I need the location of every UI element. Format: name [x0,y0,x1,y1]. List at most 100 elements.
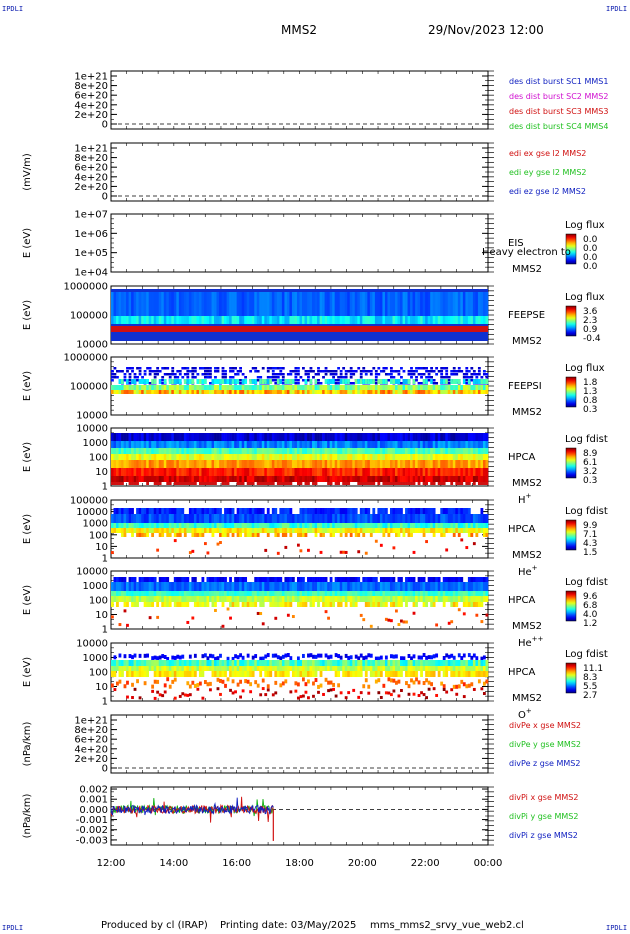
ytick-hpca_hepp-1: 1000 [83,581,108,592]
panel-eis [110,213,577,273]
colorbar-hpca_hepp [565,590,577,622]
legend-divpe-2: divPe z gse MMS2 [509,759,580,768]
xtick-2: 16:00 [222,858,251,869]
ytick-hpca_o-3: 10 [95,682,108,693]
species-sup-hpca_h: + [526,492,532,500]
ytick-hpca_he-5: 1 [102,554,108,565]
cb-tick-hpca_he-3: 1.5 [583,548,597,558]
ytick-hpca_h-4: 1 [102,482,108,493]
ytick-hpca_he-3: 100 [89,530,108,541]
ytick-hpca_he-4: 10 [95,542,108,553]
cb-tick-feepse-0: 3.6 [583,307,598,317]
ytick-hpca_h-2: 100 [89,453,108,464]
cb-tick-hpca_hepp-0: 9.6 [583,592,598,602]
corner-bl: IPDLI [2,924,24,932]
cb-tick-feepse-2: 0.9 [583,325,598,335]
ytick-feepse-0: 1000000 [63,282,108,293]
ylabel-divpe: (nPa/km) [22,722,33,767]
xtick-5: 22:00 [411,858,440,869]
ytick-hpca_hepp-0: 10000 [76,567,108,578]
ylabel-feepsi: E (eV) [22,371,33,401]
footer-print-date: Printing date: 03/May/2025 [220,920,357,931]
xtick-1: 14:00 [159,858,188,869]
cb-tick-hpca_h-0: 8.9 [583,449,598,459]
ytick-des-4: 2e+20 [74,110,108,121]
cb-tick-hpca_h-1: 6.1 [583,458,597,468]
ytick-hpca_o-4: 1 [102,697,108,708]
ytick-divpe-0: 1e+21 [74,716,108,727]
cb-tick-hpca_o-0: 11.1 [583,664,603,674]
corner-tr: IPDLI [606,5,628,13]
ytick-eis-2: 1e+05 [74,248,108,259]
inst-label-feepsi: FEEPSI [508,381,542,392]
cb-title-hpca_h: Log fdist [565,434,608,445]
legend-divpe-0: divPe x gse MMS2 [509,721,581,730]
xtick-6: 00:00 [474,858,503,869]
divpi-traces [110,796,274,841]
date-title: 29/Nov/2023 12:00 [428,23,544,37]
inst-label-hpca_hepp: HPCA [508,595,536,606]
cb-tick-eis-1: 0.0 [583,244,598,254]
legend-edi-2: edi ez gse l2 MMS2 [509,187,586,196]
cb-tick-hpca_o-1: 8.3 [583,673,597,683]
legend-divpi-0: divPi x gse MMS2 [509,793,578,802]
spectrogram-hpca_he [111,508,489,555]
colorbar-hpca_o [565,662,577,694]
ytick-divpe-1: 8e+20 [74,725,108,736]
legend-des-0: des dist burst SC1 MMS1 [509,77,608,86]
legend-edi-1: edi ey gse l2 MMS2 [509,168,587,177]
cb-tick-feepsi-0: 1.8 [583,378,598,388]
ytick-hpca_h-1: 1000 [83,438,108,449]
ytick-des-0: 1e+21 [74,72,108,83]
cb-tick-feepsi-2: 0.8 [583,396,598,406]
ytick-hpca_he-0: 100000 [70,496,108,507]
panel-edi [110,142,494,202]
ytick-edi-2: 6e+20 [74,163,108,174]
ytick-edi-4: 2e+20 [74,182,108,193]
cb-title-hpca_hepp: Log fdist [565,577,608,588]
legend-des-3: des dist burst SC4 MMS4 [509,122,608,131]
panel-frame-divpe [110,714,489,774]
corner-tl: IPDLI [2,5,24,13]
ytick-hpca_o-1: 1000 [83,653,108,664]
panel-divpi [110,786,494,846]
ytick-feepse-2: 10000 [76,340,108,351]
ytick-hpca_h-0: 10000 [76,424,108,435]
colorbar-feepse [565,305,577,337]
ylabel-hpca_he: E (eV) [22,514,33,544]
ytick-hpca_o-0: 10000 [76,639,108,650]
ylabel-eis: E (eV) [22,228,33,258]
colorbar-feepsi [565,376,577,408]
species-sup-hpca_o: + [526,707,532,715]
spectrogram-hpca_hepp [111,577,489,628]
panel-des [110,70,494,130]
inst-sc-hpca_h: MMS2 [512,478,542,489]
ytick-des-3: 4e+20 [74,100,108,111]
inst-label-hpca_he: HPCA [508,524,536,535]
cb-title-feepse: Log flux [565,292,605,303]
cb-tick-hpca_hepp-2: 4.0 [583,610,598,620]
ylabel-hpca_hepp: E (eV) [22,585,33,615]
legend-edi-0: edi ex gse l2 MMS2 [509,149,586,158]
inst-label-hpca_h: HPCA [508,452,536,463]
inst-sc-feepse: MMS2 [512,336,542,347]
ytick-eis-0: 1e+07 [74,210,108,221]
cb-tick-feepsi-1: 1.3 [583,387,597,397]
cb-tick-feepsi-3: 0.3 [583,405,597,415]
spectrogram-feepsi [111,367,489,394]
spectrogram-hpca_h [111,433,489,485]
spacecraft-title: MMS2 [281,23,317,37]
cb-tick-eis-0: 0.0 [583,235,598,245]
ytick-divpi-1: 0.001 [79,795,108,806]
cb-tick-feepse-1: 2.3 [583,316,597,326]
species-hpca_h: H+ [518,492,532,506]
feepse-low-energy-band [111,326,488,332]
xtick-0: 12:00 [97,858,126,869]
ytick-hpca_he-2: 1000 [83,519,108,530]
ytick-divpe-2: 6e+20 [74,735,108,746]
inst-label-feepse: FEEPSE [508,310,545,321]
ytick-divpe-5: 0 [102,764,108,775]
inst-label-hpca_o: HPCA [508,667,536,678]
species-hpca_hepp: He++ [518,635,544,649]
cb-tick-hpca_h-3: 0.3 [583,476,597,486]
